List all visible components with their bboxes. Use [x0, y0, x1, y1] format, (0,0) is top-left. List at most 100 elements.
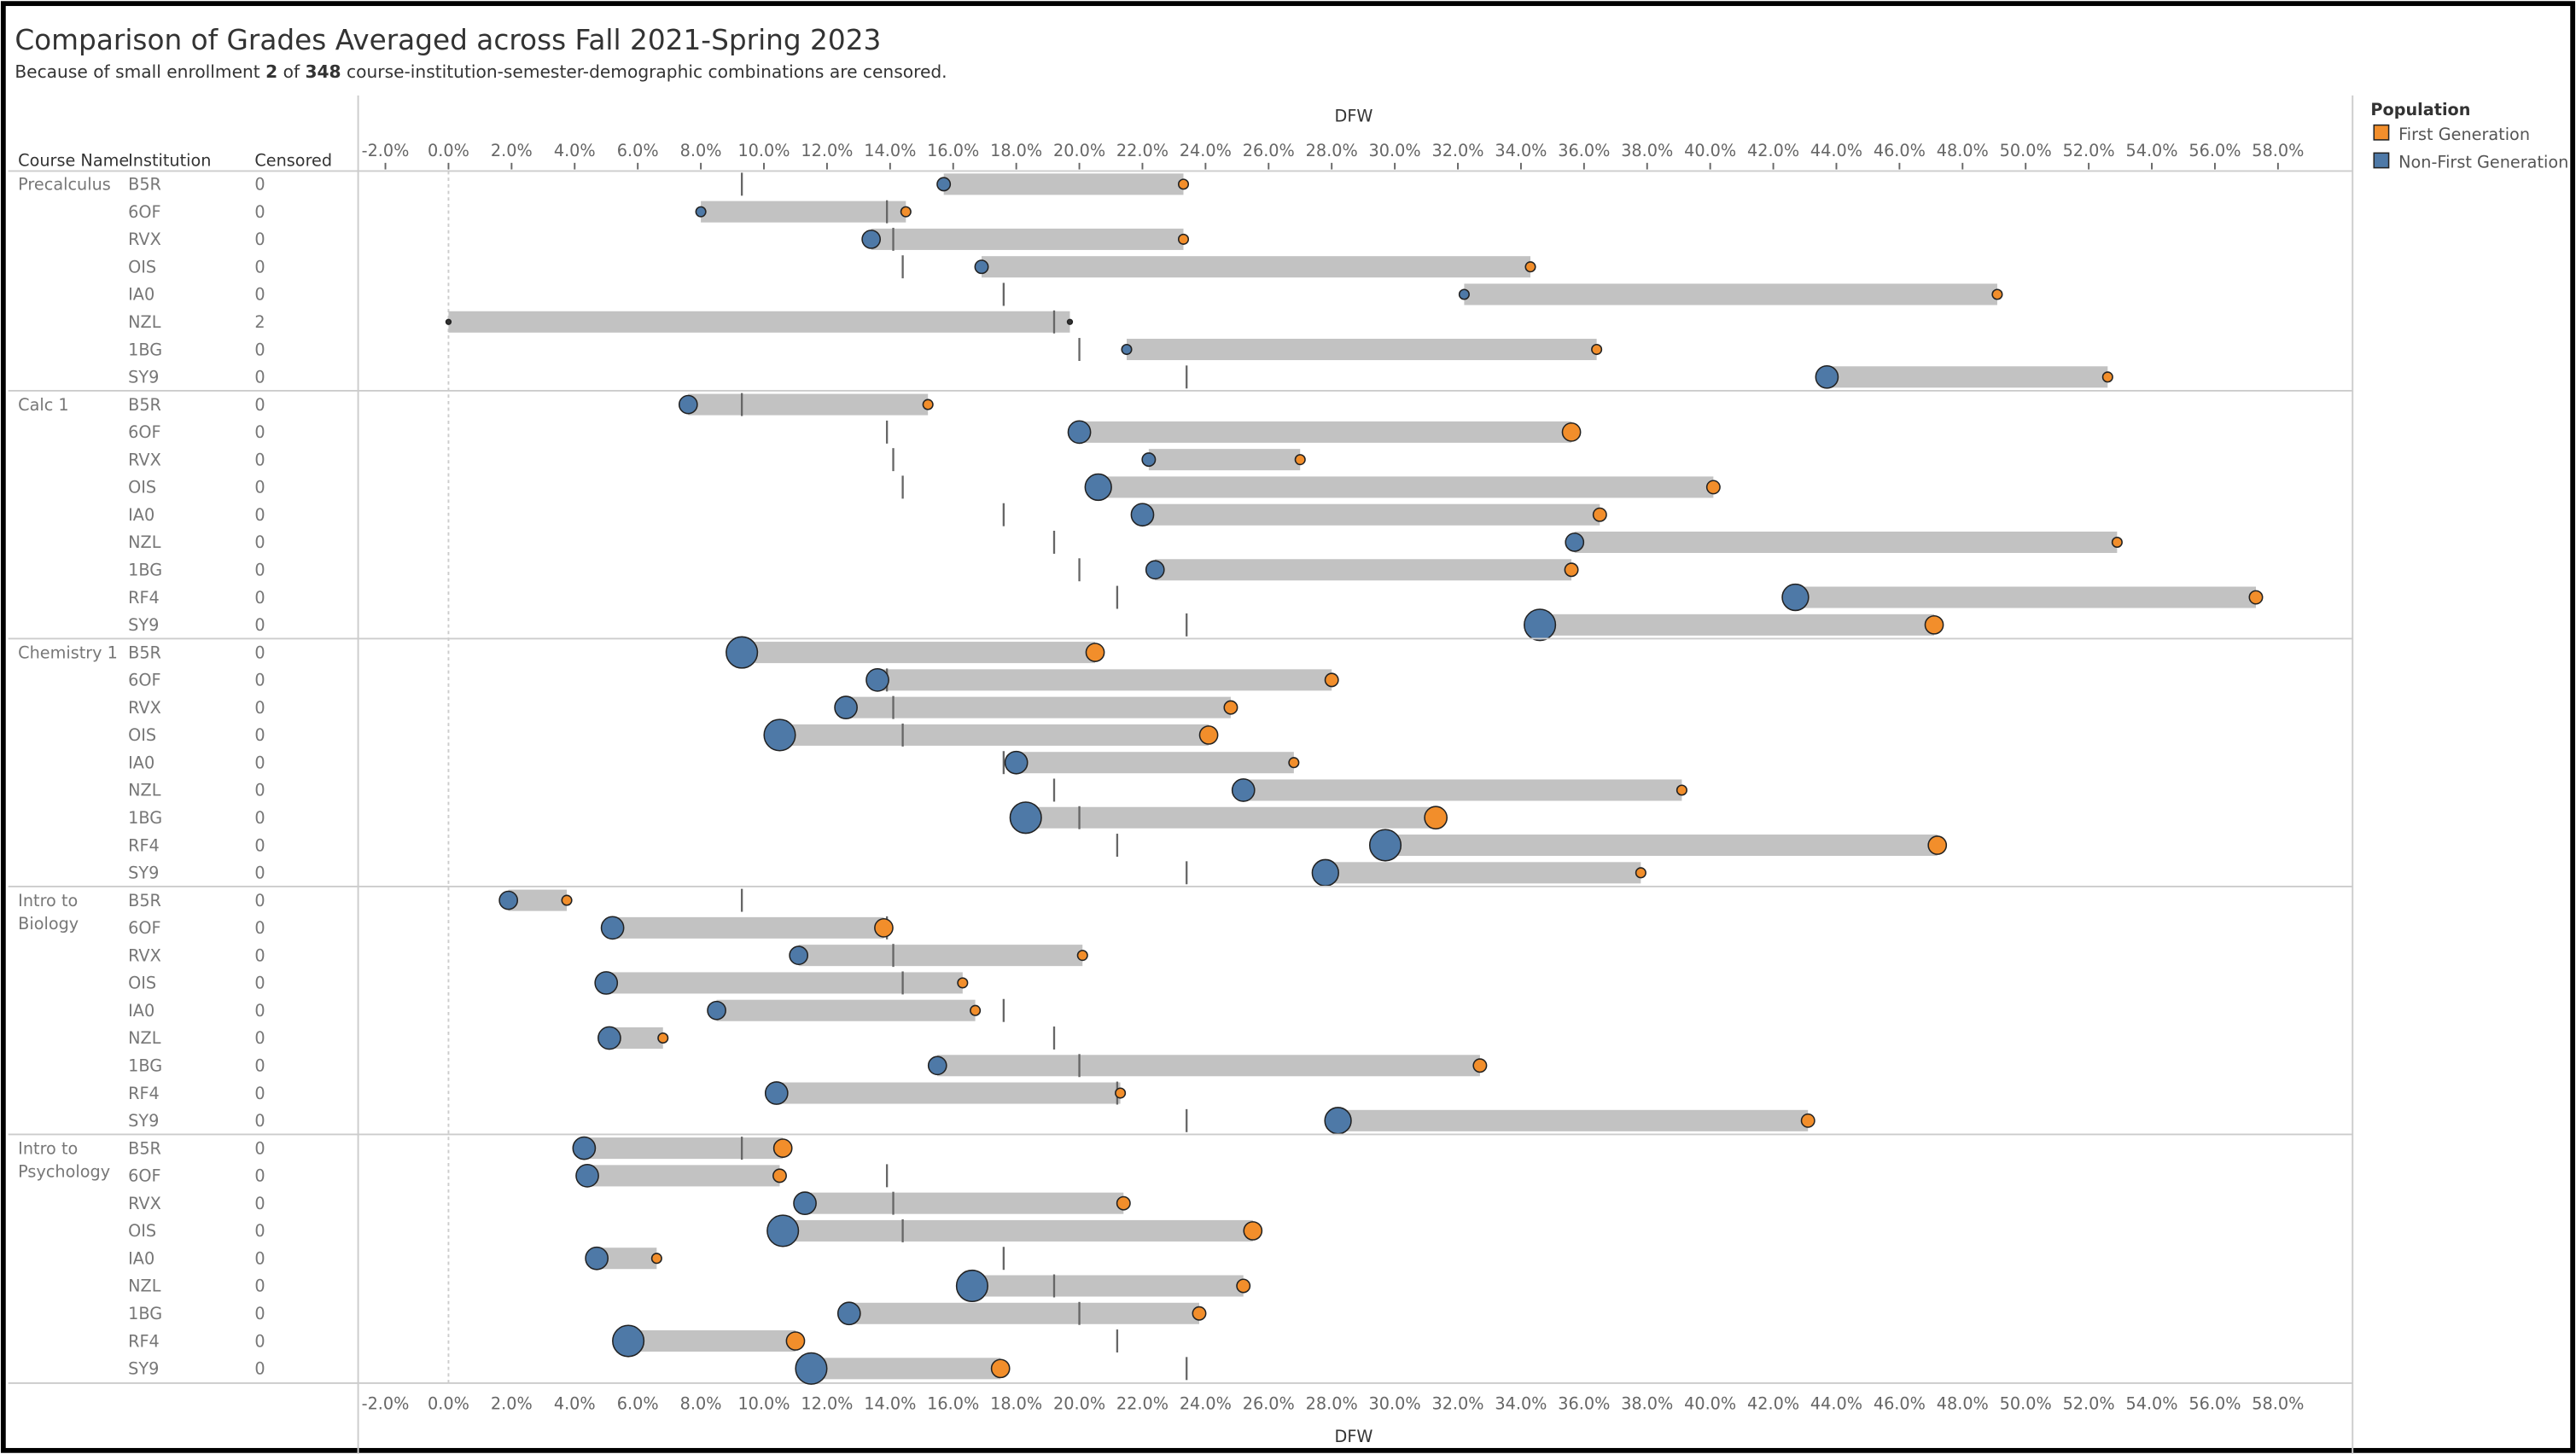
subtitle-part: 348	[305, 61, 341, 82]
first-generation-dot	[1676, 784, 1687, 796]
institution-name: 1BG	[128, 1056, 162, 1076]
first-generation-dot	[874, 918, 894, 938]
chart-title: Comparison of Grades Averaged across Fal…	[15, 24, 881, 56]
range-bar	[716, 999, 976, 1021]
x-tick-label-top: 54.0%	[2125, 141, 2177, 160]
range-bar	[1385, 835, 1938, 857]
x-tick-label-top: 52.0%	[2063, 141, 2115, 160]
institution-name: RF4	[128, 1331, 160, 1351]
x-tick-label-bottom: 36.0%	[1558, 1394, 1610, 1414]
censored-count: 0	[254, 1111, 265, 1131]
x-tick-label-top: 22.0%	[1116, 141, 1169, 160]
non-first-generation-dot	[1324, 1107, 1352, 1135]
first-generation-dot	[1635, 867, 1646, 879]
non-first-generation-dot	[707, 1000, 726, 1021]
non-first-generation-dot	[834, 695, 858, 720]
course-name: Intro to	[18, 1138, 78, 1158]
first-generation-dot	[922, 398, 934, 410]
censored-count: 0	[254, 561, 265, 580]
institution-name: IA0	[128, 1248, 154, 1268]
non-first-generation-dot	[585, 1246, 609, 1271]
non-first-generation-dot	[764, 1081, 789, 1105]
non-first-generation-dot	[763, 718, 796, 752]
non-first-generation-dot	[1130, 503, 1155, 527]
first-generation-dot	[957, 977, 969, 989]
subtitle-part: of	[277, 61, 305, 82]
first-generation-dot	[1294, 454, 1306, 466]
non-first-generation-dot	[789, 945, 809, 966]
range-bar	[584, 1137, 784, 1160]
range-bar	[1338, 1109, 1809, 1131]
first-generation-dot	[1177, 233, 1190, 245]
first-generation-dot	[1924, 614, 1944, 635]
censored-count: 0	[254, 918, 265, 938]
institution-name: NZL	[128, 781, 161, 800]
institution-name: OIS	[128, 725, 156, 745]
non-first-generation-dot	[1145, 560, 1165, 580]
range-bar	[606, 972, 963, 994]
x-tick-label-bottom: 46.0%	[1874, 1394, 1926, 1414]
range-bar	[1325, 862, 1641, 884]
x-tick-label-top: 46.0%	[1874, 141, 1926, 160]
range-bar	[937, 1055, 1480, 1077]
x-tick-label-top: 0.0%	[428, 141, 469, 160]
x-tick-label-top: 48.0%	[1937, 141, 1989, 160]
x-tick-label-bottom: 44.0%	[1810, 1394, 1862, 1414]
subtitle-part: 2	[265, 61, 277, 82]
first-generation-dot	[1561, 422, 1582, 442]
x-tick-label-top: -2.0%	[362, 141, 410, 160]
legend-swatch	[2373, 152, 2390, 169]
institution-name: 6OF	[128, 671, 160, 690]
first-generation-dot	[1524, 261, 1536, 273]
x-tick-label-bottom: 20.0%	[1053, 1394, 1105, 1414]
first-generation-dot	[1800, 1113, 1815, 1128]
x-tick-label-top: 12.0%	[801, 141, 853, 160]
first-generation-dot	[970, 1004, 982, 1016]
first-generation-dot	[1592, 507, 1607, 522]
first-generation-dot	[1076, 950, 1088, 962]
non-first-generation-dot	[936, 177, 952, 192]
institution-name: IA0	[128, 1001, 154, 1021]
first-generation-dot	[1243, 1221, 1263, 1241]
x-tick-label-top: 2.0%	[491, 141, 533, 160]
first-generation-dot	[1472, 1058, 1488, 1073]
institution-name: RVX	[128, 1194, 161, 1213]
first-generation-dot	[657, 1032, 669, 1044]
censored-count: 0	[254, 781, 265, 800]
institution-name: NZL	[128, 312, 161, 332]
institution-name: RVX	[128, 945, 161, 965]
x-tick-label-bottom: 30.0%	[1369, 1394, 1421, 1414]
censored-count: 0	[254, 1138, 265, 1158]
censored-count: 0	[254, 753, 265, 772]
non-first-generation-dot	[695, 206, 707, 218]
range-bar	[811, 1358, 1001, 1380]
censored-count: 0	[254, 1028, 265, 1048]
censored-count: 0	[254, 1166, 265, 1186]
range-bar	[943, 173, 1184, 195]
institution-name: RF4	[128, 1084, 160, 1103]
censored-count: 0	[254, 1084, 265, 1103]
course-name: Precalculus	[18, 175, 111, 195]
institution-name: NZL	[128, 1028, 161, 1048]
censored-count: 0	[254, 864, 265, 883]
range-bar	[981, 256, 1531, 278]
first-generation-dot	[1564, 562, 1579, 578]
x-tick-label-top: 18.0%	[990, 141, 1042, 160]
x-tick-label-top: 38.0%	[1621, 141, 1673, 160]
x-tick-label-bottom: 56.0%	[2188, 1394, 2241, 1414]
censored-count: 0	[254, 643, 265, 662]
non-first-generation-dot	[726, 636, 759, 669]
censored-count: 0	[254, 532, 265, 552]
x-tick-label-bottom: 16.0%	[927, 1394, 979, 1414]
x-tick-label-top: 44.0%	[1810, 141, 1862, 160]
non-first-generation-dot	[1066, 318, 1074, 325]
non-first-generation-dot	[575, 1164, 599, 1188]
range-bar	[628, 1330, 796, 1352]
censored-count: 0	[254, 505, 265, 525]
non-first-generation-dot	[498, 890, 519, 910]
legend-label: First Generation	[2398, 125, 2530, 144]
censored-count: 0	[254, 230, 265, 249]
censored-count: 0	[254, 698, 265, 718]
censored-count: 0	[254, 395, 265, 415]
first-generation-dot	[1991, 288, 2003, 300]
